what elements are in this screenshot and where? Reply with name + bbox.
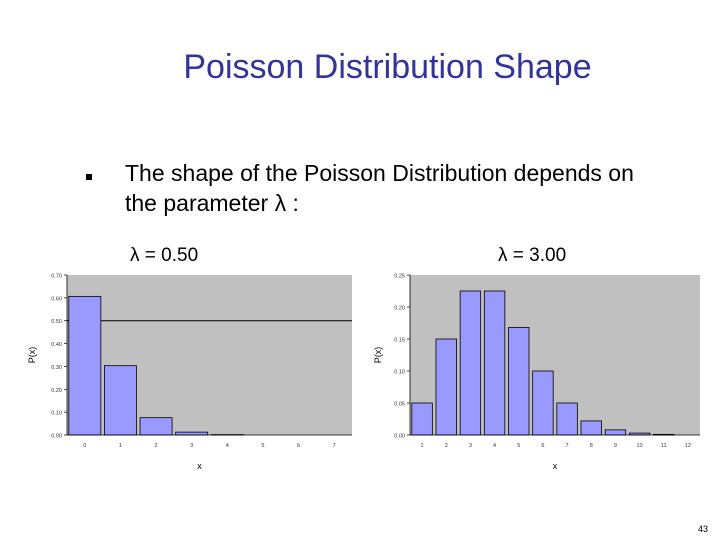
x-tick-label: 11 (661, 443, 667, 449)
poisson-chart-lambda-3-00: 0.000.050.100.150.200.251 2 3 4 5 6 7 8 9 10 11 12x… (373, 274, 700, 471)
page-number: 43 (697, 524, 708, 534)
y-tick-label: 0.10 (51, 411, 62, 417)
chart-1-header: λ = 0.50 (130, 245, 199, 266)
y-tick-label: 0.20 (394, 306, 405, 312)
x-tick-label: 6 (541, 443, 544, 449)
y-tick-label: 0.15 (394, 338, 405, 344)
x-tick-label: 1 (119, 443, 122, 449)
y-tick-label: 0.10 (394, 370, 405, 376)
bar (532, 370, 554, 436)
x-tick-label: 4 (226, 443, 229, 449)
y-axis-label: P(x) (27, 347, 37, 364)
y-tick-label: 0.05 (394, 402, 405, 408)
x-tick-label: 9 (614, 443, 617, 449)
y-tick-label: 0.40 (51, 342, 62, 348)
x-tick-label: 6 (297, 443, 300, 449)
chart-2-header: λ = 3.00 (498, 245, 567, 266)
x-tick-label: 5 (517, 443, 520, 449)
x-tick-label: 5 (261, 443, 264, 449)
x-tick-label: 3 (190, 443, 193, 449)
bar (175, 431, 209, 436)
y-tick-label: 0.70 (51, 274, 62, 280)
y-tick-label: 0.60 (51, 296, 62, 302)
bar (604, 429, 627, 436)
poisson-chart-lambda-0-50: 0.00 0.10 0.20 0.30 0.40 0.50 0.60 0.70 0 1 2 3 4 5 6 7… (27, 274, 352, 471)
x-tick-label: 2 (155, 443, 158, 449)
y-tick-label: 0.50 (51, 319, 62, 325)
bar (459, 290, 482, 436)
x-axis-label: x (553, 461, 558, 471)
y-tick-label: 0.25 (394, 274, 405, 280)
bar (556, 402, 578, 436)
x-tick-label: 2 (445, 443, 448, 449)
bar (580, 420, 602, 436)
x-tick-label: 0 (83, 443, 86, 449)
bar (435, 338, 457, 436)
x-tick-label: 7 (566, 443, 569, 449)
bar (411, 402, 433, 436)
bar (483, 290, 506, 436)
y-tick-label: 0.20 (51, 388, 62, 394)
bar (104, 365, 137, 436)
x-tick-label: 7 (333, 443, 336, 449)
x-tick-label: 4 (493, 443, 496, 449)
x-tick-label: 3 (469, 443, 472, 449)
bullet-text: The shape of the Poisson Distribution de… (125, 160, 634, 216)
y-tick-label: 0.00 (394, 434, 405, 440)
bar (508, 327, 530, 436)
x-axis-label: x (197, 461, 202, 471)
bar (68, 295, 102, 436)
bar (139, 417, 173, 436)
plot-area (410, 275, 700, 435)
x-tick-label: 12 (685, 443, 691, 449)
y-axis-label: P(x) (373, 347, 383, 364)
x-tick-label: 10 (637, 443, 643, 449)
x-tick-label: 1 (421, 443, 424, 449)
y-tick-label: 0.30 (51, 365, 62, 371)
slide-title: Poisson Distribution Shape (183, 48, 592, 86)
square-bullet-icon (86, 174, 92, 180)
y-tick-label: 0.00 (51, 434, 62, 440)
x-tick-label: 8 (590, 443, 593, 449)
